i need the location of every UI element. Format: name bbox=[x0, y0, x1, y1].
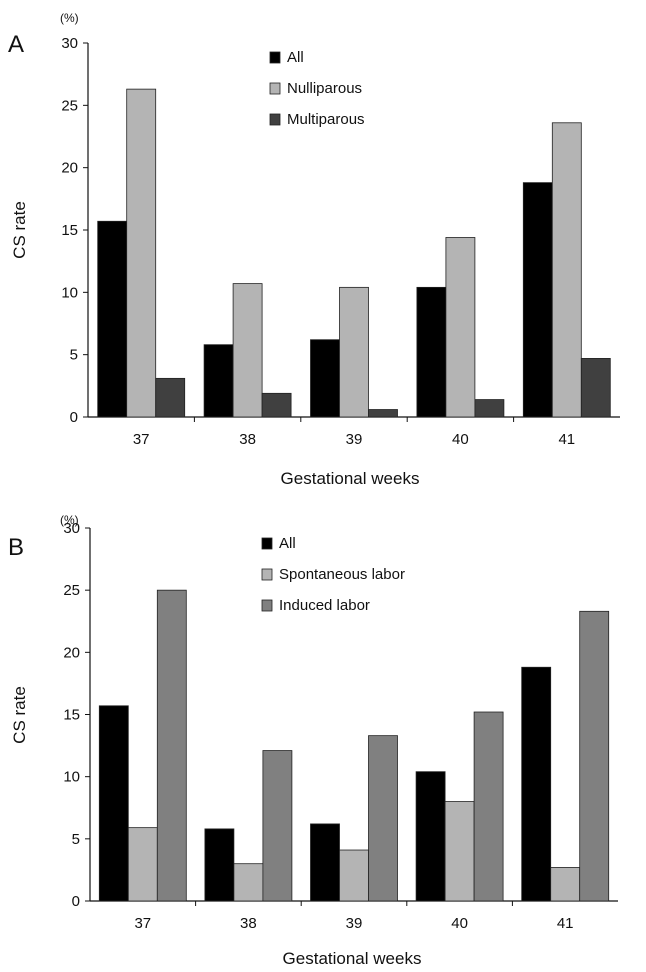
panel-a-legend-label: Nulliparous bbox=[287, 80, 362, 97]
panel-b-y-tick-label: 30 bbox=[63, 520, 80, 537]
panel-a-bar-nulliparous-38 bbox=[232, 283, 263, 418]
panel-b-bar-all-38 bbox=[204, 828, 235, 902]
panel-a-label: A bbox=[8, 31, 24, 58]
panel-a-legend-label: All bbox=[287, 49, 304, 66]
panel-b-x-tick-label: 40 bbox=[451, 915, 468, 932]
panel-a-bar-multiparous-41 bbox=[580, 358, 611, 418]
panel-b-y-tick-label: 5 bbox=[72, 831, 80, 848]
panel-b-x-tick-label: 37 bbox=[134, 915, 151, 932]
panel-b-bar-spontaneous-labor-39 bbox=[339, 849, 369, 902]
panel-b-x-tick-label: 38 bbox=[240, 915, 257, 932]
panel-a-x-axis-title: Gestational weeks bbox=[281, 469, 420, 488]
panel-a-y-tick-label: 5 bbox=[70, 347, 78, 364]
panel-b-y-axis-title: CS rate bbox=[10, 686, 29, 744]
panel-a-y-tick-label: 25 bbox=[61, 97, 78, 114]
panel-a-bar-all-39 bbox=[310, 339, 340, 418]
panel-b-legend-label: All bbox=[279, 535, 296, 552]
panel-b-x-axis-title: Gestational weeks bbox=[283, 949, 422, 968]
panel-a-bar-multiparous-38 bbox=[261, 392, 292, 418]
panel-a-y-tick-label: 10 bbox=[61, 284, 78, 301]
panel-a-bar-nulliparous-39 bbox=[339, 286, 369, 418]
panel-a-y-tick-label: 20 bbox=[61, 160, 78, 177]
panel-a-x-tick-label: 37 bbox=[133, 431, 150, 448]
panel-b-x-tick-label: 39 bbox=[346, 915, 363, 932]
panel-a-x-tick-label: 41 bbox=[558, 431, 575, 448]
panel-a-bar-multiparous-39 bbox=[368, 409, 398, 418]
panel-b-bar-all-40 bbox=[415, 771, 446, 902]
panel-a-plot-area: 0 5 10 15 20 25 30 37 38 39 40 41 All Nulliparous Mult… bbox=[61, 35, 620, 448]
panel-a-legend-swatch bbox=[269, 113, 281, 126]
panel-b-bar-all-39 bbox=[310, 823, 340, 902]
panel-b-bar-induced-labor-40 bbox=[473, 711, 504, 902]
panel-b-x-tick-label: 41 bbox=[557, 915, 574, 932]
panel-a-bar-multiparous-37 bbox=[155, 377, 186, 418]
panel-a-legend-label: Multiparous bbox=[287, 111, 365, 128]
panel-a-legend-swatch bbox=[269, 82, 281, 95]
panel-b-y-tick-label: 0 bbox=[72, 893, 80, 910]
panel-b-y-tick-label: 20 bbox=[63, 644, 80, 661]
panel-a-bar-all-37 bbox=[97, 220, 128, 418]
panel-a-bar-all-41 bbox=[522, 182, 553, 418]
panel-b-bar-spontaneous-labor-37 bbox=[127, 827, 158, 902]
panel-b-bar-induced-labor-39 bbox=[368, 735, 398, 902]
panel-b-bar-spontaneous-labor-38 bbox=[233, 863, 264, 902]
panel-a-bar-nulliparous-41 bbox=[551, 122, 582, 418]
panel-b-unit-label: (%) bbox=[60, 513, 79, 527]
panel-b-label: B bbox=[8, 534, 24, 561]
panel-b-bar-induced-labor-37 bbox=[156, 589, 187, 902]
panel-a-x-tick-label: 40 bbox=[452, 431, 469, 448]
panel-b-bar-all-41 bbox=[521, 666, 552, 902]
panel-b-bar-spontaneous-labor-40 bbox=[444, 801, 475, 902]
panel-a-x-tick-label: 38 bbox=[239, 431, 256, 448]
panel-b-y-tick-label: 25 bbox=[63, 582, 80, 599]
panel-b-y-tick-label: 10 bbox=[63, 769, 80, 786]
panel-a-y-axis-title: CS rate bbox=[10, 201, 29, 259]
panel-a-bar-nulliparous-37 bbox=[126, 88, 157, 418]
panel-b-legend-swatch bbox=[261, 599, 273, 612]
panel-b-plot-area: 0 5 10 15 20 25 30 37 38 39 40 41 All Spontaneous lab… bbox=[63, 520, 618, 932]
panel-b-y-tick-label: 15 bbox=[63, 707, 80, 724]
panel-a-y-tick-label: 30 bbox=[61, 35, 78, 52]
panel-b-legend-swatch bbox=[261, 568, 273, 581]
panel-b-bar-spontaneous-labor-41 bbox=[550, 867, 581, 902]
panel-a-legend-swatch bbox=[269, 51, 281, 64]
chart-panel-a: A (%) CS rate Gestational weeks 0 5 10 15 20… bbox=[8, 11, 620, 488]
panel-a-x-tick-label: 39 bbox=[346, 431, 363, 448]
chart-panel-b: B (%) CS rate Gestational weeks 0 5 10 15 20… bbox=[8, 513, 618, 968]
panel-a-y-tick-label: 15 bbox=[61, 222, 78, 239]
panel-b-legend-swatch bbox=[261, 537, 273, 550]
panel-a-bar-all-38 bbox=[203, 344, 234, 418]
panel-a-bar-multiparous-40 bbox=[474, 399, 505, 418]
panel-a-bar-all-40 bbox=[416, 286, 447, 418]
panel-a-unit-label: (%) bbox=[60, 11, 79, 25]
panel-b-bar-induced-labor-41 bbox=[579, 610, 610, 902]
panel-a-bar-nulliparous-40 bbox=[445, 237, 476, 418]
panel-b-bar-induced-labor-38 bbox=[262, 750, 293, 902]
panel-b-legend-label: Induced labor bbox=[279, 597, 370, 614]
panel-b-legend-label: Spontaneous labor bbox=[279, 566, 405, 583]
panel-a-y-tick-label: 0 bbox=[70, 409, 78, 426]
panel-b-bar-all-37 bbox=[98, 705, 129, 902]
